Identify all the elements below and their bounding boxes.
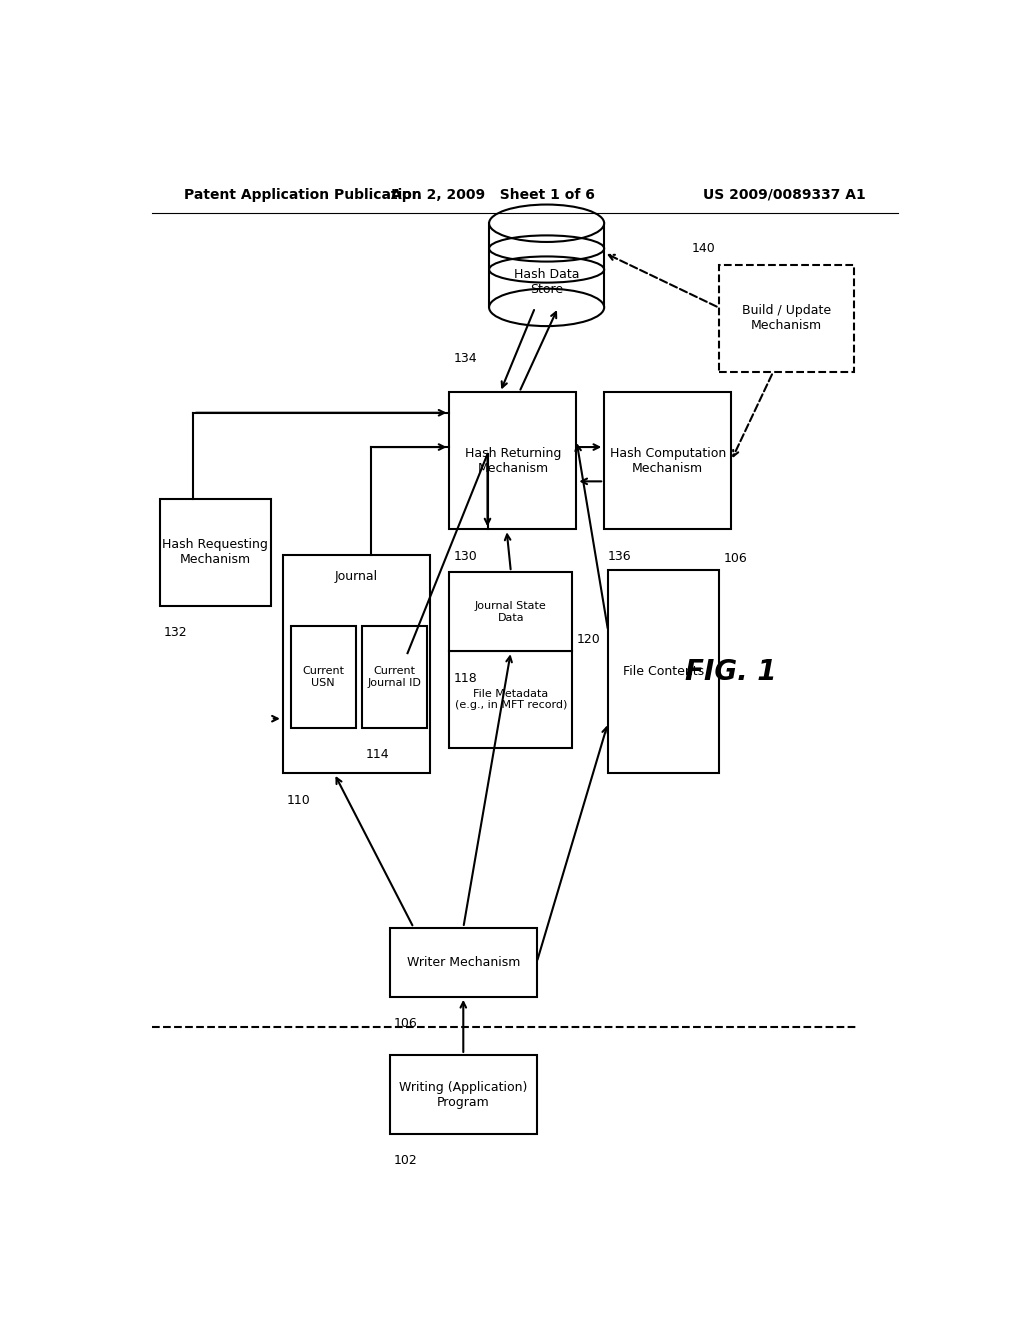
FancyBboxPatch shape [489, 223, 604, 308]
Text: 132: 132 [164, 626, 187, 639]
FancyBboxPatch shape [283, 554, 430, 774]
Text: US 2009/0089337 A1: US 2009/0089337 A1 [703, 187, 866, 202]
Text: Build / Update
Mechanism: Build / Update Mechanism [742, 305, 831, 333]
Text: 120: 120 [577, 634, 600, 647]
Ellipse shape [489, 289, 604, 326]
Text: Hash Requesting
Mechanism: Hash Requesting Mechanism [163, 539, 268, 566]
Ellipse shape [489, 205, 604, 242]
FancyBboxPatch shape [450, 392, 577, 529]
Text: FIG. 1: FIG. 1 [685, 657, 777, 685]
Text: Current
USN: Current USN [302, 667, 344, 688]
Text: 102: 102 [394, 1155, 418, 1167]
Text: 136: 136 [608, 549, 632, 562]
Text: Writer Mechanism: Writer Mechanism [407, 956, 520, 969]
FancyBboxPatch shape [362, 626, 427, 727]
Text: 130: 130 [454, 549, 477, 562]
Text: 106: 106 [723, 552, 746, 565]
Text: 140: 140 [691, 242, 715, 255]
FancyBboxPatch shape [450, 572, 572, 651]
FancyBboxPatch shape [390, 1055, 537, 1134]
Text: Hash Returning
Mechanism: Hash Returning Mechanism [465, 446, 561, 475]
FancyBboxPatch shape [450, 651, 572, 748]
FancyBboxPatch shape [390, 928, 537, 997]
Text: File Contents: File Contents [624, 665, 705, 678]
Text: Patent Application Publication: Patent Application Publication [183, 187, 421, 202]
FancyBboxPatch shape [291, 626, 355, 727]
Text: 106: 106 [394, 1018, 418, 1030]
Text: 134: 134 [454, 351, 477, 364]
Text: Journal: Journal [335, 570, 378, 583]
Text: Journal State
Data: Journal State Data [475, 601, 547, 623]
Text: Writing (Application)
Program: Writing (Application) Program [399, 1081, 527, 1109]
Text: File Metadata
(e.g., in MFT record): File Metadata (e.g., in MFT record) [455, 689, 567, 710]
Text: 118: 118 [454, 672, 477, 685]
FancyBboxPatch shape [604, 392, 731, 529]
FancyBboxPatch shape [719, 265, 854, 372]
Text: Apr. 2, 2009   Sheet 1 of 6: Apr. 2, 2009 Sheet 1 of 6 [391, 187, 595, 202]
Text: Hash Computation
Mechanism: Hash Computation Mechanism [609, 446, 726, 475]
Text: 110: 110 [287, 793, 310, 807]
FancyBboxPatch shape [160, 499, 270, 606]
FancyBboxPatch shape [608, 570, 719, 774]
Text: Current
Journal ID: Current Journal ID [368, 667, 422, 688]
Text: Hash Data
Store: Hash Data Store [514, 268, 580, 296]
Text: 114: 114 [367, 748, 390, 760]
